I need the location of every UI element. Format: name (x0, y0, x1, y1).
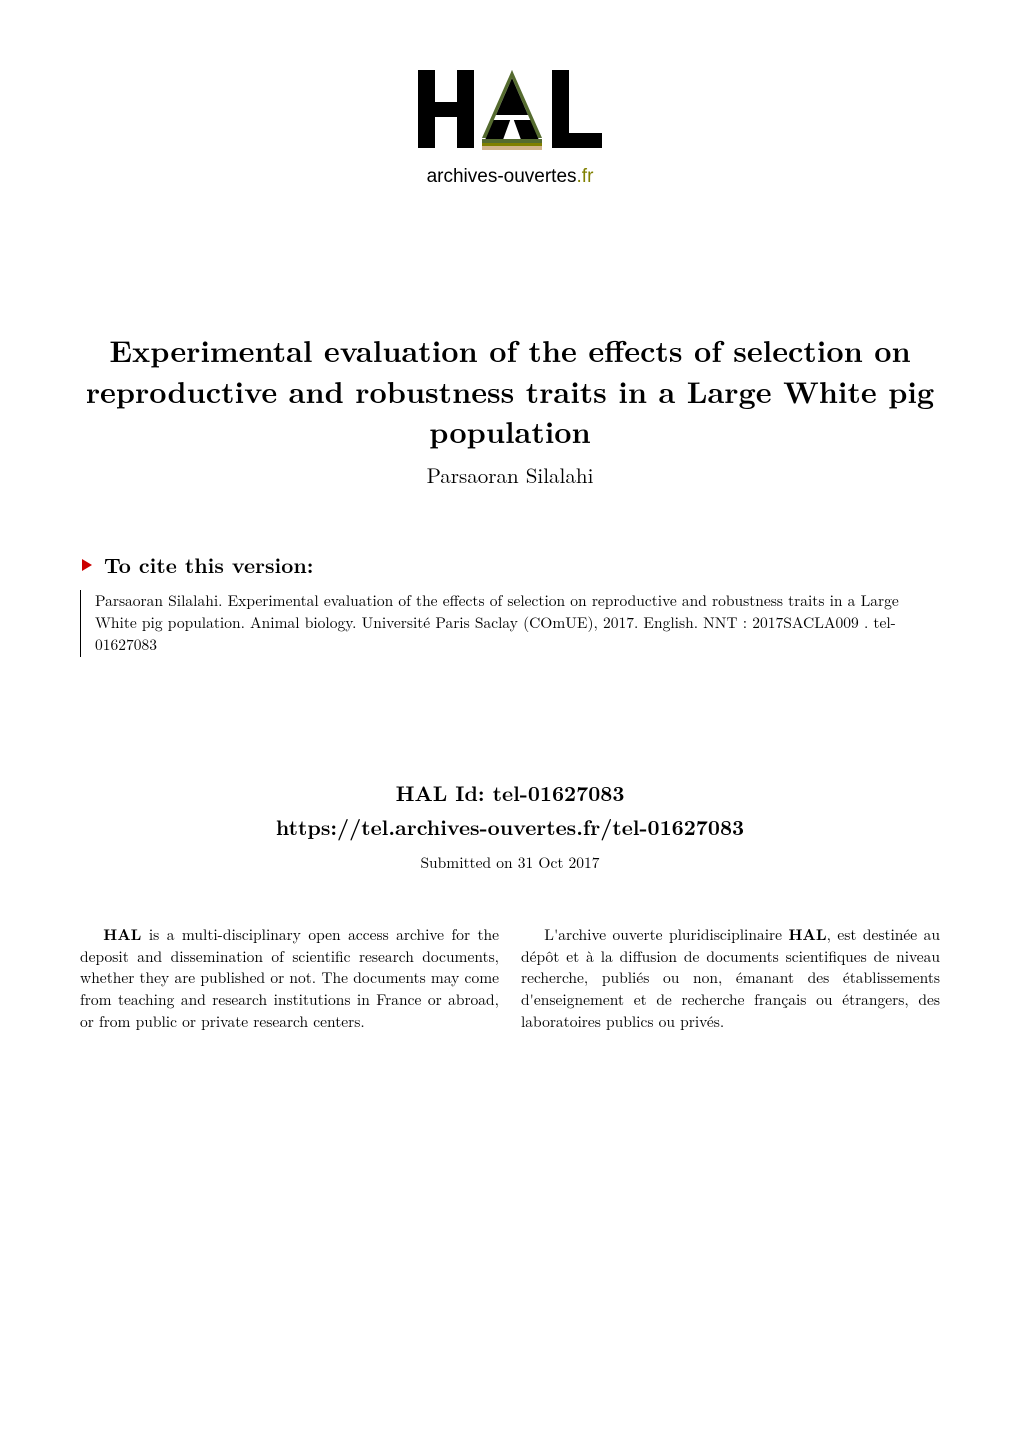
logo-domain-text: archives-ouvertes.fr (427, 166, 595, 187)
cite-header-text: To cite this version: (104, 550, 313, 580)
right-pre: L'archive ouverte pluridisciplinaire (544, 924, 788, 945)
hal-url[interactable]: https://tel.archives-ouvertes.fr/tel-016… (80, 811, 940, 845)
cite-section: To cite this version: Parsaoran Silalahi… (80, 550, 940, 657)
paper-title: Experimental evaluation of the effects o… (80, 330, 940, 452)
left-text: is a multi-disciplinary open access arch… (80, 924, 499, 1032)
hal-logo: archives-ouvertes.fr (400, 60, 620, 200)
description-columns: HAL is a multi-disciplinary open access … (80, 923, 940, 1032)
logo-area: archives-ouvertes.fr (80, 60, 940, 200)
hal-logo-svg: archives-ouvertes.fr (400, 60, 620, 195)
page-root: archives-ouvertes.fr Experimental evalua… (0, 0, 1020, 1083)
cite-body: Parsaoran Silalahi. Experimental evaluat… (80, 590, 940, 657)
title-block: Experimental evaluation of the effects o… (80, 330, 940, 490)
hal-id: HAL Id: tel-01627083 (80, 777, 940, 811)
triangle-right-icon (80, 558, 94, 572)
hal-id-block: HAL Id: tel-01627083 https://tel.archive… (80, 777, 940, 873)
right-column: L'archive ouverte pluridisciplinaire HAL… (521, 923, 940, 1032)
left-bold: HAL (103, 922, 141, 945)
submitted-date: Submitted on 31 Oct 2017 (80, 852, 940, 873)
left-column: HAL is a multi-disciplinary open access … (80, 923, 499, 1032)
right-bold: HAL (788, 922, 826, 945)
cite-header: To cite this version: (80, 550, 940, 580)
paper-author: Parsaoran Silalahi (80, 460, 940, 490)
